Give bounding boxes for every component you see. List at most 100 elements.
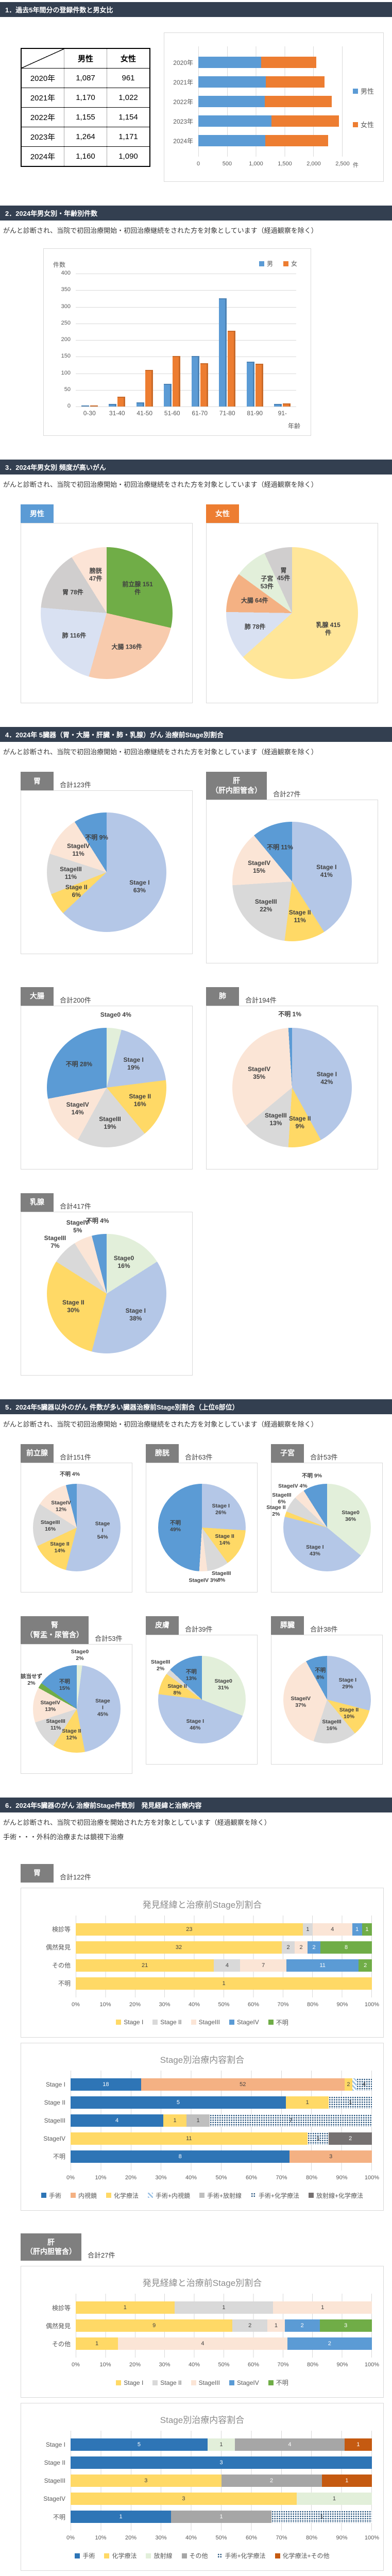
category-label: StageIV: [43, 2495, 65, 2503]
panel-header: 男性: [21, 504, 193, 523]
pie-panel: 皮膚 合計39件 Stage0 31% Stage I 46% Stage II 8% S…: [146, 1616, 258, 1774]
legend-label: Stage II: [160, 2019, 182, 2026]
category-label: 検診等: [52, 1926, 71, 1934]
pie-slice-label: 肺 78件: [244, 623, 266, 631]
category-label: Stage I: [45, 2080, 65, 2088]
legend-swatch: [191, 2020, 196, 2025]
bar-segment: 1: [267, 2319, 285, 2332]
organ-tab: 大腸: [21, 987, 54, 1006]
panel-header: 皮膚 合計39件: [146, 1616, 258, 1635]
axis-tick: 1,000: [249, 161, 263, 167]
bar-row: 検診等 23 1 4 1 1: [32, 1923, 372, 1936]
legend-item: 手術+化学療法: [251, 2191, 299, 2200]
pie-slice-label: Stage0 2%: [71, 1648, 89, 1662]
bar-row: Stage I 18 52 2 4: [32, 2078, 372, 2091]
chart-plot: Stage I 5 1 4 1 Stage II 3 StageIII 3 2 1 StageIV 3 1…: [32, 2431, 379, 2543]
pie-slice-label: 不明 11%: [267, 843, 293, 851]
pie-slice-label: StageIII 16%: [40, 1519, 60, 1532]
registrations-by-year-chart: 2020年 2021年 2022年 2023年 2024年 0 500 1,000 1,500 2…: [169, 46, 376, 169]
legend-label: 手術+化学療法: [225, 2552, 266, 2560]
table-header-cell: 女性: [107, 48, 150, 69]
pie-slice-label: Stage I 46%: [186, 1718, 204, 1732]
category-label: 41-50: [137, 410, 153, 417]
bar-segment: 1: [76, 2301, 175, 2314]
section-1-header: 1．過去5年間分の登録件数と男女比: [0, 2, 392, 17]
bar-segment: 1: [174, 2301, 274, 2314]
section-3-note: がんと診断され、当院で初回治療開始・初回治療継続をされた方を対象としています（経…: [3, 481, 318, 488]
pie-chart-container: Stage I 41% Stage II 11% StageIII 22% Stage…: [232, 821, 352, 941]
bar-row: 2022年: [169, 96, 343, 107]
axis-tick: 90%: [336, 2362, 348, 2368]
chart-rows: Stage I 18 52 2 4 Stage II 5 1 1 StageIII 4 1 1 7 Stag…: [32, 2070, 372, 2171]
pie-slice-label: StageIV 5%: [66, 1218, 89, 1234]
legend-item: 女: [283, 259, 297, 268]
other-organ-stage-pie-grid: 前立腺 合計151件 Stage I 54% Stage II 14% StageIII…: [21, 1444, 384, 1774]
bar-segment: 8: [71, 2150, 290, 2163]
axis-unit-label: 件: [352, 162, 359, 168]
bar-segment: 2: [329, 2132, 372, 2145]
pie-chart: Stage I 63% Stage II 6% StageIII 11% StageI…: [47, 812, 166, 932]
pie-chart-container: Stage0 2% Stage I 45% Stage II 12% StageIII…: [21, 1649, 121, 1753]
bar-segment: 11: [71, 2132, 308, 2145]
pie-panel: 肝 （肝内胆管含） 合計27件 Stage I 41% Stage II 11% Sta…: [206, 772, 378, 963]
category-label: 81-90: [247, 410, 263, 417]
gridline: [76, 340, 296, 341]
bar-segment: [271, 115, 339, 127]
pie-slice-label: StageIII 2%: [150, 1658, 171, 1672]
legend-swatch: [152, 2020, 158, 2025]
legend-swatch: [106, 2193, 111, 2198]
axis-tick: 50: [64, 386, 71, 393]
bar-row: StageIV 3 1: [32, 2493, 372, 2505]
five-organ-stage-pie-grid: 胃合計123件 Stage I 63% Stage II 6% StageIII 11…: [21, 772, 384, 1376]
axis-tick: 400: [61, 270, 71, 276]
axis-tick: 30%: [155, 2174, 167, 2181]
axis-tick: 90%: [336, 2535, 348, 2541]
top-cancers-pie-grid: 男性 前立腺 151件 大腸 136件 肺 116件胃 78件 膀胱 47件 女性 乳腺 4…: [21, 504, 384, 703]
section-6-note-2: 手術・・・外科的治療または鏡視下治療: [3, 1833, 124, 1841]
total-label: 合計27件: [273, 790, 301, 798]
axis-tick: 0: [67, 403, 71, 409]
legend-item: 手術+内視鏡: [147, 2191, 190, 2200]
pie-slice-label: 不明 9%: [302, 1472, 322, 1479]
organ-tab: 胃: [21, 1863, 54, 1883]
pie-slice-label: StageIV 13%: [40, 1699, 60, 1713]
column-bar: [90, 405, 98, 406]
pie-slice-label: 不明 1%: [278, 1010, 301, 1018]
legend-item: StageIV: [229, 2378, 259, 2387]
axis-ticks: 0% 10% 20% 30% 40% 50% 60% 70% 80% 90% 100%: [72, 2362, 379, 2370]
pie-slice-label: Stage I 41%: [316, 863, 337, 879]
chart-legend: Stage I Stage II StageIII StageIV 不明: [32, 2378, 372, 2387]
legend-label: Stage II: [160, 2379, 182, 2386]
pie-slice-label: StageIV 35%: [248, 1065, 271, 1081]
pie-panel: 男性 前立腺 151件 大腸 136件 肺 116件胃 78件 膀胱 47件: [21, 504, 193, 703]
bar-segment: 21: [76, 1959, 214, 1972]
legend-item: StageIV: [229, 2018, 259, 2027]
total-label: 合計122件: [60, 1873, 91, 1881]
bar-groups: [76, 274, 296, 406]
legend-label: 内視鏡: [78, 2192, 97, 2199]
bar-segment: 11: [286, 1959, 359, 1972]
legend-swatch: [309, 2193, 314, 2198]
bar-segment: [261, 57, 317, 68]
pie-slice-label: Stage II 9%: [288, 1114, 311, 1130]
pie-slice-label: Stage I 29%: [338, 1676, 357, 1690]
pie: [158, 1483, 246, 1571]
stacked-bar: [198, 115, 343, 127]
bar-segment: [198, 76, 266, 88]
pie-panel: 肺合計194件 Stage I 42% Stage II 9% StageIII 13…: [206, 987, 378, 1170]
column-bar: [109, 403, 117, 406]
stacked-bar: [198, 135, 343, 146]
total-label: 合計53件: [95, 1634, 123, 1642]
pie-chart: Stage I 41% Stage II 11% StageIII 22% Stage…: [232, 821, 352, 941]
bar-segment: [265, 96, 332, 107]
pie-slice-label: StageIV 11%: [66, 842, 90, 858]
organ-block: 胃合計122件 発見経緯と治療前Stage別割合 検診等 23 1 4 1 1 偶然発見 32 2 2…: [21, 1863, 384, 2211]
bar-segment: 2: [359, 1959, 372, 1972]
section-2-header: 2．2024年男女別・年齢別件数: [0, 206, 392, 221]
legend-item: 手術: [75, 2551, 95, 2560]
stacked-bar: [198, 96, 343, 107]
bar-row: StageIII 3 2 1: [32, 2475, 372, 2487]
bar-segment: 4: [235, 2438, 345, 2451]
section-3-header: 3．2024年男女別 頻度が高いがん: [0, 460, 392, 474]
